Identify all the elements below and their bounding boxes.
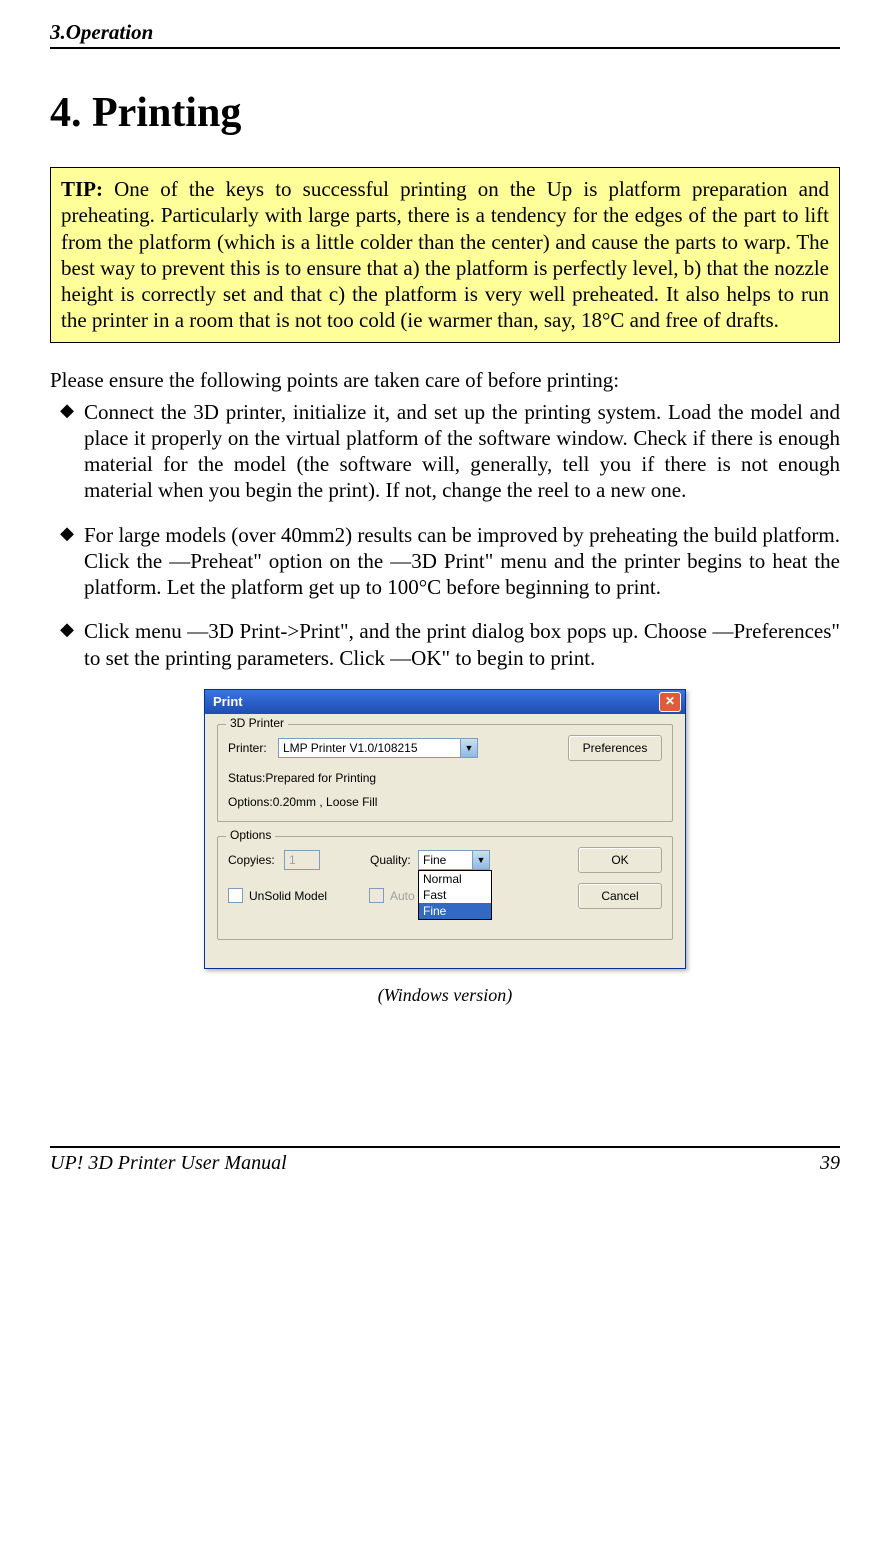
dialog-title: Print (213, 694, 243, 709)
printer-value: LMP Printer V1.0/108215 (283, 741, 418, 755)
diamond-bullet-icon: ◆ (50, 522, 84, 601)
chevron-down-icon: ▼ (472, 851, 489, 869)
bullet-text: For large models (over 40mm2) results ca… (84, 522, 840, 601)
tip-box: TIP: One of the keys to successful print… (50, 167, 840, 343)
groupbox-title: Options (226, 828, 275, 842)
quality-option-fine[interactable]: Fine (419, 903, 491, 919)
copies-input[interactable]: 1 (284, 850, 320, 870)
quality-value: Fine (423, 853, 446, 867)
quality-dropdown-list: Normal Fast Fine (418, 870, 492, 920)
unsolid-checkbox[interactable] (228, 888, 243, 903)
dialog-titlebar[interactable]: Print ✕ (205, 690, 685, 714)
auto-label: Auto (390, 889, 415, 903)
options-label: Options: (228, 795, 273, 809)
quality-select[interactable]: Fine ▼ (418, 850, 490, 870)
close-button[interactable]: ✕ (659, 692, 681, 712)
quality-option-normal[interactable]: Normal (419, 871, 491, 887)
intro-text: Please ensure the following points are t… (50, 368, 840, 393)
status-value: Prepared for Printing (265, 771, 376, 785)
print-dialog: Print ✕ 3D Printer Printer: LMP Printer … (204, 689, 686, 969)
options-value: 0.20mm , Loose Fill (273, 795, 378, 809)
figure-caption: (Windows version) (50, 985, 840, 1006)
ok-button[interactable]: OK (578, 847, 662, 873)
printer-select[interactable]: LMP Printer V1.0/108215 ▼ (278, 738, 478, 758)
bullet-text: Click menu ―3D Print->Print", and the pr… (84, 618, 840, 671)
bullet-item: ◆ Click menu ―3D Print->Print", and the … (50, 618, 840, 671)
tip-label: TIP: (61, 177, 103, 201)
printer-groupbox: 3D Printer Printer: LMP Printer V1.0/108… (217, 724, 673, 822)
unsolid-label: UnSolid Model (249, 889, 369, 903)
quality-option-fast[interactable]: Fast (419, 887, 491, 903)
footer-left: UP! 3D Printer User Manual (50, 1152, 287, 1175)
bullet-item: ◆ For large models (over 40mm2) results … (50, 522, 840, 601)
quality-label: Quality: (370, 853, 418, 867)
main-heading: 4. Printing (50, 89, 840, 137)
cancel-button[interactable]: Cancel (578, 883, 662, 909)
auto-checkbox[interactable] (369, 888, 384, 903)
bullet-text: Connect the 3D printer, initialize it, a… (84, 399, 840, 504)
printer-label: Printer: (228, 741, 278, 755)
bullet-item: ◆ Connect the 3D printer, initialize it,… (50, 399, 840, 504)
page-header: 3.Operation (50, 20, 840, 49)
tip-text: One of the keys to successful printing o… (61, 177, 829, 332)
groupbox-title: 3D Printer (226, 716, 288, 730)
chevron-down-icon: ▼ (460, 739, 477, 757)
page-number: 39 (820, 1152, 840, 1175)
diamond-bullet-icon: ◆ (50, 399, 84, 504)
section-title: 3.Operation (50, 20, 153, 44)
copies-label: Copyies: (228, 853, 284, 867)
diamond-bullet-icon: ◆ (50, 618, 84, 671)
page-footer: UP! 3D Printer User Manual 39 (50, 1146, 840, 1175)
options-groupbox: Options Copyies: 1 Quality: Fine ▼ (217, 836, 673, 940)
status-label: Status: (228, 771, 265, 785)
preferences-button[interactable]: Preferences (568, 735, 662, 761)
